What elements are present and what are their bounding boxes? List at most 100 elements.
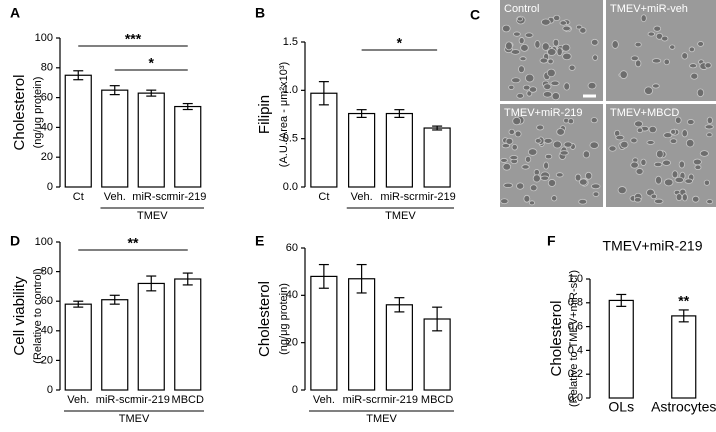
y-axis-title: Cholesterol xyxy=(11,75,28,151)
x-tick-label: MBCD xyxy=(172,394,204,406)
cell xyxy=(671,170,679,179)
cell xyxy=(630,161,639,169)
cell xyxy=(592,191,600,197)
cell xyxy=(688,46,695,53)
cell xyxy=(556,128,565,136)
cell xyxy=(511,144,518,151)
cell xyxy=(694,164,702,170)
y-tick-label: 20 xyxy=(41,354,53,366)
x-tick-label: mir-219 xyxy=(133,394,170,406)
cell xyxy=(508,128,515,135)
cell xyxy=(525,155,532,163)
cell xyxy=(630,55,639,62)
x-tick-label: miR-scr xyxy=(96,394,134,406)
cell xyxy=(518,37,525,45)
cell xyxy=(527,148,538,156)
image-label: Control xyxy=(504,3,539,15)
y-axis-subtitle: (A.U./Area - μm²x10³) xyxy=(278,62,290,167)
cell xyxy=(533,169,540,176)
cell xyxy=(579,27,587,34)
cell xyxy=(678,160,685,169)
cell xyxy=(529,200,535,206)
cell xyxy=(568,64,576,71)
cell xyxy=(500,198,509,205)
cell xyxy=(567,118,575,125)
cell xyxy=(662,159,671,166)
image-label: TMEV+miR-219 xyxy=(504,107,583,119)
cell xyxy=(706,132,713,138)
cell xyxy=(670,129,677,135)
cell xyxy=(502,163,512,171)
cell xyxy=(648,125,657,134)
bar xyxy=(64,303,92,391)
x-tick-label: Veh. xyxy=(313,394,335,406)
group-label: TMEV xyxy=(366,413,397,425)
cell xyxy=(579,178,588,186)
cell xyxy=(587,82,597,90)
cell xyxy=(703,179,711,186)
x-tick-label: Veh. xyxy=(351,191,373,203)
cell xyxy=(546,68,556,78)
y-tick-label: 40 xyxy=(286,289,298,301)
cell xyxy=(561,43,571,52)
y-tick-label: 20 xyxy=(286,337,298,349)
significance: *** xyxy=(125,31,142,47)
bar xyxy=(137,282,165,391)
cell xyxy=(615,134,625,141)
cell xyxy=(502,24,511,33)
cell xyxy=(551,92,560,101)
x-tick-label: Ct xyxy=(73,191,84,203)
significance: * xyxy=(397,35,403,51)
panel-letter: E xyxy=(255,233,264,249)
y-axis-subtitle: (ng/μg protein) xyxy=(278,283,290,355)
cell xyxy=(647,31,655,37)
cell xyxy=(552,38,560,47)
y-axis-title: Cell viability xyxy=(11,276,28,356)
cell xyxy=(635,59,642,68)
y-tick-label: 0.0 xyxy=(283,181,298,193)
cell xyxy=(661,35,669,42)
group-label: TMEV xyxy=(119,413,150,425)
y-axis-subtitle: (ng/μg protein) xyxy=(32,77,44,149)
cell xyxy=(653,161,663,168)
cell xyxy=(540,175,550,181)
cell xyxy=(500,158,508,163)
group-label: TMEV xyxy=(385,210,416,222)
cell xyxy=(592,54,599,61)
cell xyxy=(516,16,524,22)
cell xyxy=(518,65,525,74)
cell xyxy=(644,86,653,95)
cell xyxy=(663,132,673,139)
cell xyxy=(585,171,593,180)
cell xyxy=(544,153,553,160)
bar xyxy=(385,304,413,391)
y-tick-label: 100 xyxy=(35,236,53,248)
cell xyxy=(520,44,529,52)
x-tick-label: OLs xyxy=(608,399,634,415)
cell xyxy=(636,127,644,134)
cell xyxy=(534,40,541,49)
y-tick-label: 20 xyxy=(41,151,53,163)
cell xyxy=(582,150,591,159)
y-tick-label: 0.4 xyxy=(568,344,583,356)
cell xyxy=(704,62,712,69)
cell xyxy=(697,41,705,47)
y-axis-title: Filipin xyxy=(256,95,273,134)
y-tick-label: 0.8 xyxy=(568,297,583,309)
bar xyxy=(64,74,92,188)
cell xyxy=(563,82,571,91)
cell xyxy=(640,14,647,23)
cell xyxy=(559,20,567,26)
cell xyxy=(669,138,678,144)
cell xyxy=(508,84,515,90)
cell xyxy=(640,158,647,166)
cell xyxy=(562,52,572,61)
cell xyxy=(620,140,629,149)
cell xyxy=(617,186,627,195)
cell xyxy=(562,25,571,32)
cell xyxy=(655,175,662,185)
bar xyxy=(137,92,165,188)
cell xyxy=(519,56,527,62)
x-tick-label: miR-scr xyxy=(132,191,170,203)
